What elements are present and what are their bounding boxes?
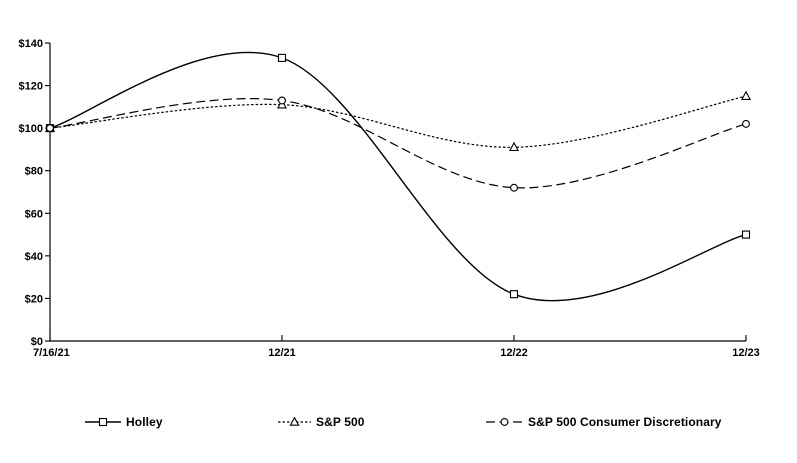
legend-item-holley: Holley <box>85 413 163 431</box>
series-2-marker <box>742 119 750 128</box>
legend-sample-2 <box>486 418 523 426</box>
series-0-marker <box>741 230 751 239</box>
legend-item-sp500: S&P 500 <box>278 413 365 431</box>
legend-sample-1 <box>278 416 311 426</box>
y-tick-label: $0 <box>31 336 43 348</box>
x-tick-label: 12/22 <box>500 347 528 359</box>
legend-label-sp500: S&P 500 <box>316 415 365 429</box>
x-tick-label: 12/21 <box>268 347 296 359</box>
series-1-marker <box>740 90 752 100</box>
y-tick-label: $20 <box>25 293 43 305</box>
legend-sample-triangle-icon <box>289 416 300 426</box>
x-tick-label: 7/16/21 <box>33 347 70 359</box>
series-1-marker <box>508 141 520 152</box>
legend-label-holley: Holley <box>126 415 163 429</box>
legend-label-sp500-consumer-discretionary: S&P 500 Consumer Discretionary <box>528 415 722 429</box>
series-line-0 <box>49 51 747 302</box>
series-2-marker <box>278 96 286 105</box>
chart-legend: Holley S&P 500 S&P 500 Consumer Discreti… <box>0 413 797 431</box>
series-0-marker <box>277 53 287 62</box>
legend-sample-0 <box>85 417 121 427</box>
y-tick-label: $40 <box>25 251 43 263</box>
y-tick-label: $120 <box>19 81 43 93</box>
y-tick-label: $80 <box>25 166 43 178</box>
series-line-2 <box>49 98 747 189</box>
series-2-marker <box>46 124 54 133</box>
y-tick-label: $140 <box>19 38 43 50</box>
y-tick-label: $100 <box>19 123 43 135</box>
series-2-marker <box>510 183 518 192</box>
y-tick-label: $60 <box>25 208 43 220</box>
legend-sample-square-icon <box>98 417 108 427</box>
x-tick-label: 12/23 <box>732 347 760 359</box>
series-0-marker <box>509 290 519 299</box>
legend-sample-circle-icon <box>500 418 509 426</box>
legend-item-sp500-consumer-discretionary: S&P 500 Consumer Discretionary <box>486 413 722 431</box>
series-line-1 <box>49 95 747 148</box>
